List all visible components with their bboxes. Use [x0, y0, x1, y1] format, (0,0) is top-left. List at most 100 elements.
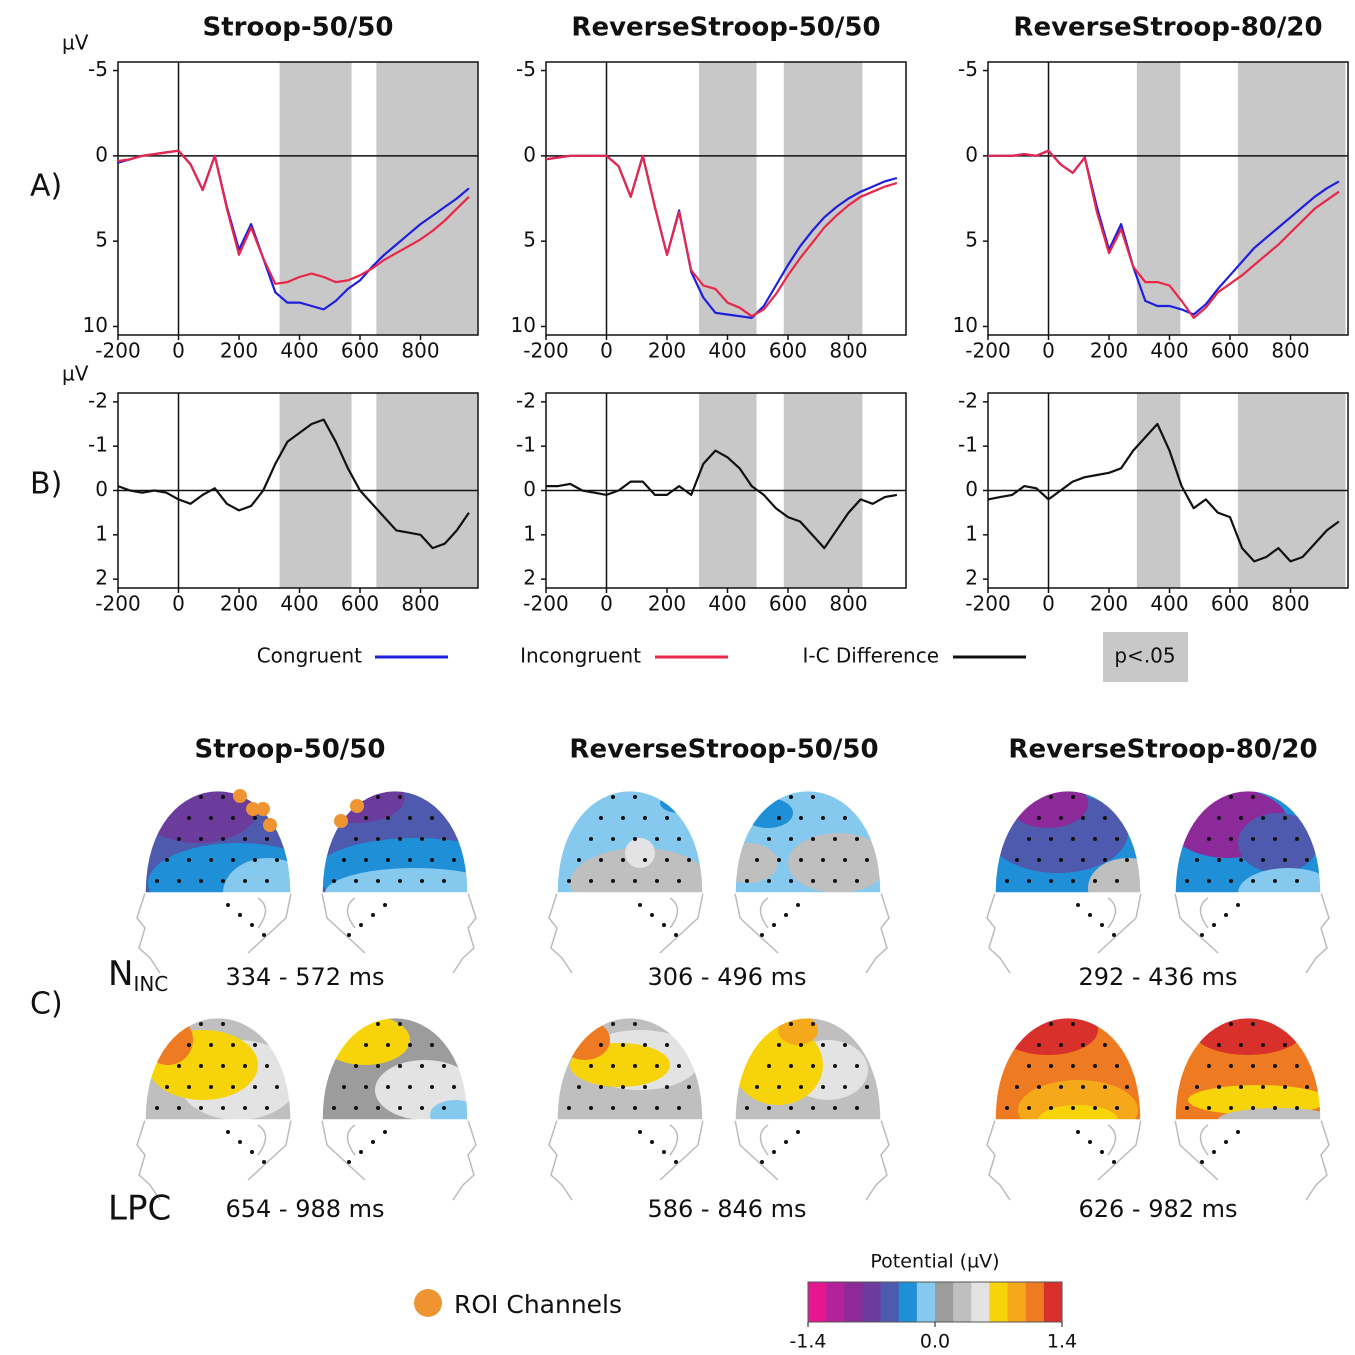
electrode	[199, 1106, 203, 1110]
electrode	[799, 1085, 803, 1089]
electrode	[1283, 1043, 1287, 1047]
electrode	[1217, 816, 1221, 820]
electrode	[253, 858, 257, 862]
row-label-sub: INC	[133, 972, 168, 996]
electrode	[821, 816, 825, 820]
electrode	[165, 1085, 169, 1089]
colorbar-swatch	[1025, 1282, 1045, 1322]
x-tick-label: 200	[648, 592, 686, 616]
electrode	[376, 1106, 380, 1110]
electrode	[1027, 837, 1031, 841]
y-tick-label: 1	[95, 521, 108, 545]
electrode	[755, 858, 759, 862]
electrode	[1273, 837, 1277, 841]
electrode	[1305, 858, 1309, 862]
electrode	[1239, 1043, 1243, 1047]
roi-legend-label: ROI Channels	[454, 1290, 622, 1319]
x-tick-label: 800	[829, 339, 867, 363]
electrode	[398, 879, 402, 883]
electrode	[833, 837, 837, 841]
electrode	[1027, 1106, 1031, 1110]
electrode	[650, 913, 654, 917]
electrode	[243, 879, 247, 883]
electrode	[250, 923, 254, 927]
topo-region	[322, 790, 405, 823]
electrode	[199, 1022, 203, 1026]
head-outline	[321, 1119, 477, 1201]
electrode	[253, 816, 257, 820]
x-tick-label: 800	[401, 339, 439, 363]
electrode	[611, 1022, 615, 1026]
electrode	[621, 858, 625, 862]
electrode	[386, 1085, 390, 1089]
electrode	[209, 816, 213, 820]
time-window: 292 - 436 ms	[1078, 963, 1237, 991]
y-tick-label: 1	[965, 521, 978, 545]
electrode	[1200, 1160, 1204, 1164]
electrode	[1125, 858, 1129, 862]
ear	[346, 897, 356, 929]
y-tick-label: 1	[523, 521, 536, 545]
electrode	[611, 795, 615, 799]
electrode	[376, 837, 380, 841]
electrode	[1103, 1085, 1107, 1089]
x-tick-label: 0	[172, 339, 185, 363]
electrode	[1229, 837, 1233, 841]
head-outline	[986, 892, 1142, 974]
electrode	[665, 816, 669, 820]
electrode	[811, 795, 815, 799]
topomap	[1175, 790, 1321, 893]
electrode	[1251, 1022, 1255, 1026]
electrode	[662, 923, 666, 927]
topo-region	[1088, 858, 1141, 893]
electrode	[755, 1085, 759, 1089]
electrode	[383, 903, 387, 907]
colorbar-tick-label: 0.0	[920, 1331, 950, 1353]
electrode	[843, 816, 847, 820]
electrode	[1251, 1064, 1255, 1068]
topo-region	[735, 843, 778, 883]
electrode	[777, 1043, 781, 1047]
electrode	[1071, 879, 1075, 883]
electrode	[1027, 879, 1031, 883]
electrode	[687, 1085, 691, 1089]
ear	[346, 1124, 356, 1156]
y-tick-label: 2	[95, 566, 108, 590]
topomap	[1175, 1017, 1321, 1120]
electrode	[386, 1043, 390, 1047]
ear	[1199, 1124, 1209, 1156]
x-tick-label: 800	[1271, 339, 1309, 363]
topo-region	[788, 833, 881, 893]
x-tick-label: 600	[341, 592, 379, 616]
electrode	[442, 1064, 446, 1068]
electrode	[1251, 795, 1255, 799]
electrode	[1015, 1085, 1019, 1089]
electrode	[1005, 1106, 1009, 1110]
topo-region	[743, 798, 793, 828]
electrode	[843, 858, 847, 862]
topo-region	[430, 1100, 468, 1120]
x-tick-label: 0	[1042, 592, 1055, 616]
electrode	[665, 1085, 669, 1089]
topo-region	[625, 838, 655, 868]
electrode	[1125, 1085, 1129, 1089]
dome-outline	[734, 1017, 882, 1121]
electrode	[1295, 1064, 1299, 1068]
electrode	[1207, 1064, 1211, 1068]
electrode	[1015, 858, 1019, 862]
electrode	[187, 858, 191, 862]
electrode	[155, 879, 159, 883]
electrode	[843, 1085, 847, 1089]
electrode	[1212, 923, 1216, 927]
electrode	[221, 1022, 225, 1026]
electrode	[442, 837, 446, 841]
electrode	[354, 837, 358, 841]
electrode	[359, 1150, 363, 1154]
row-label: LPC	[108, 1189, 171, 1229]
y-tick-label: 5	[523, 228, 536, 252]
topomap	[322, 1017, 468, 1120]
dome-outline	[1174, 1017, 1322, 1121]
roi-channel	[246, 802, 260, 816]
colorbar-swatch	[916, 1282, 936, 1322]
electrode	[577, 1085, 581, 1089]
